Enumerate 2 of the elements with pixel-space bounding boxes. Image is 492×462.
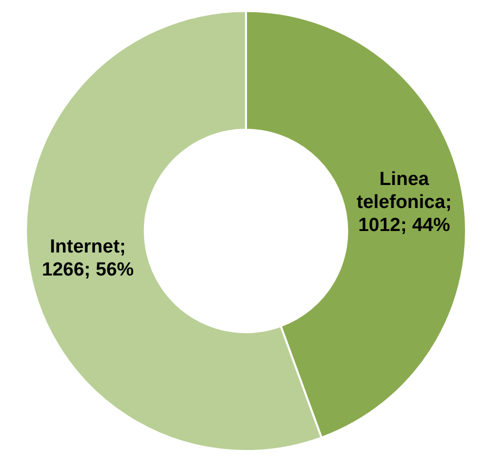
slice-label: Linea telefonica; 1012; 44% [356, 169, 452, 236]
slice-label: Internet; 1266; 56% [42, 236, 134, 281]
